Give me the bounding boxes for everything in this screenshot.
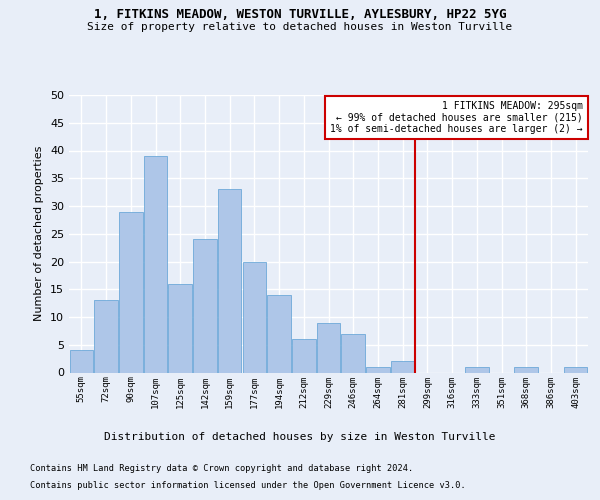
Y-axis label: Number of detached properties: Number of detached properties bbox=[34, 146, 44, 322]
Bar bbox=[514, 367, 538, 372]
Bar bbox=[242, 262, 266, 372]
Bar bbox=[341, 334, 365, 372]
Bar bbox=[465, 367, 488, 372]
Bar bbox=[119, 212, 143, 372]
Bar bbox=[317, 322, 340, 372]
Bar bbox=[169, 284, 192, 372]
Bar bbox=[268, 295, 291, 372]
Bar bbox=[218, 190, 241, 372]
Text: Distribution of detached houses by size in Weston Turville: Distribution of detached houses by size … bbox=[104, 432, 496, 442]
Text: Contains public sector information licensed under the Open Government Licence v3: Contains public sector information licen… bbox=[30, 481, 466, 490]
Bar bbox=[94, 300, 118, 372]
Bar bbox=[144, 156, 167, 372]
Text: Contains HM Land Registry data © Crown copyright and database right 2024.: Contains HM Land Registry data © Crown c… bbox=[30, 464, 413, 473]
Text: 1, FITKINS MEADOW, WESTON TURVILLE, AYLESBURY, HP22 5YG: 1, FITKINS MEADOW, WESTON TURVILLE, AYLE… bbox=[94, 8, 506, 20]
Bar bbox=[292, 339, 316, 372]
Bar bbox=[391, 362, 415, 372]
Text: Size of property relative to detached houses in Weston Turville: Size of property relative to detached ho… bbox=[88, 22, 512, 32]
Text: 1 FITKINS MEADOW: 295sqm
← 99% of detached houses are smaller (215)
1% of semi-d: 1 FITKINS MEADOW: 295sqm ← 99% of detach… bbox=[330, 100, 583, 134]
Bar bbox=[193, 240, 217, 372]
Bar bbox=[564, 367, 587, 372]
Bar bbox=[70, 350, 93, 372]
Bar bbox=[366, 367, 389, 372]
